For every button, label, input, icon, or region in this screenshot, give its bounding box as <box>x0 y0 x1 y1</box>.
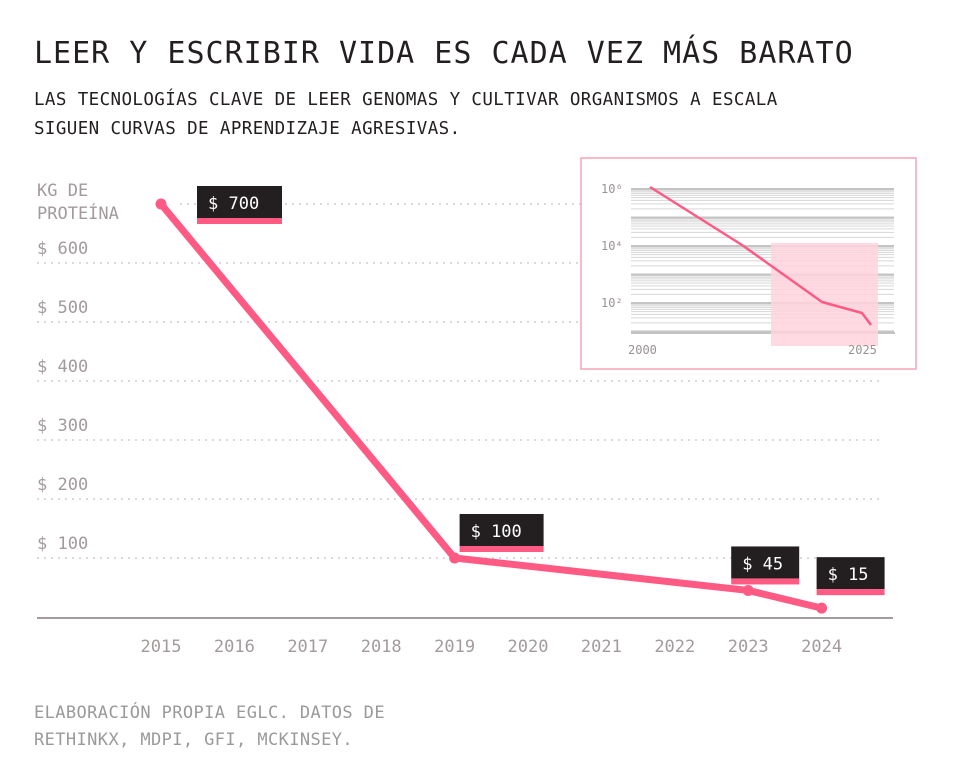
x-tick-label: 2015 <box>141 637 182 657</box>
y-tick-label: $ 300 <box>37 416 88 436</box>
y-tick-label: $ 200 <box>37 475 88 495</box>
inset-y-tick-label: 10² <box>601 296 623 310</box>
data-labels: $ 700 $ 100 $ 45 $ 15 <box>197 186 885 596</box>
data-label-underline <box>459 546 544 552</box>
inset-price-line <box>649 185 872 326</box>
data-label: $ 100 <box>459 514 544 552</box>
x-tick-label: 2016 <box>214 637 255 657</box>
data-label-underline <box>816 589 885 596</box>
inset-highlight <box>771 243 878 346</box>
data-point <box>155 198 167 210</box>
inset-series-line <box>649 185 872 326</box>
subtitle-line-2: SIGUEN CURVAS DE APRENDIZAJE AGRESIVAS. <box>34 119 461 139</box>
y-tick-label: $ 400 <box>37 357 88 377</box>
data-label: $ 15 <box>816 557 885 596</box>
data-label-text: $ 100 <box>471 522 522 542</box>
y-axis: $ 100 $ 200 $ 300 $ 400 $ 500 $ 600 KG DEPROTE… <box>37 181 119 554</box>
data-label: $ 45 <box>731 546 800 585</box>
inset-ticks: 10⁶ 10⁴ 10² 2000 2025 <box>601 182 877 357</box>
data-label-underline <box>197 218 282 224</box>
x-tick-label: 2021 <box>581 637 622 657</box>
data-label-text: $ 45 <box>742 554 783 574</box>
chart-title: LEER Y ESCRIBIR VIDA ES CADA VEZ MÁS BAR… <box>34 36 854 71</box>
x-tick-label: 2024 <box>801 637 842 657</box>
data-label-box <box>197 186 282 218</box>
inset-x-tick-label: 2000 <box>628 343 657 357</box>
price-line <box>157 200 826 612</box>
inset-highlight-region <box>771 243 878 346</box>
data-label: $ 700 <box>197 186 282 224</box>
x-tick-label: 2017 <box>287 637 328 657</box>
inset-y-tick-label: 10⁴ <box>601 239 623 253</box>
data-label-text: $ 15 <box>828 565 869 585</box>
data-label-box <box>731 546 800 579</box>
data-point <box>816 602 828 614</box>
x-tick-label: 2018 <box>361 637 402 657</box>
data-label-text: $ 700 <box>208 194 259 214</box>
subtitle-line-1: LAS TECNOLOGÍAS CLAVE DE LEER GENOMAS Y … <box>34 90 778 110</box>
y-axis-title: PROTEÍNA <box>37 202 119 224</box>
data-label-underline <box>731 578 800 585</box>
inset-x-tick-label: 2025 <box>848 343 877 357</box>
data-label-box <box>816 557 885 590</box>
y-axis-title: KG DE <box>37 181 88 201</box>
x-tick-label: 2023 <box>728 637 769 657</box>
source-line-1: ELABORACIÓN PROPIA EGLC. DATOS DE <box>34 703 385 723</box>
y-tick-label: $ 600 <box>37 239 88 259</box>
chart-subtitle: LAS TECNOLOGÍAS CLAVE DE LEER GENOMAS Y … <box>34 86 778 144</box>
x-tick-label: 2019 <box>434 637 475 657</box>
source-note: ELABORACIÓN PROPIA EGLC. DATOS DE RETHIN… <box>34 700 385 754</box>
y-tick-label: $ 500 <box>37 298 88 318</box>
source-line-2: RETHINKX, MDPI, GFI, MCKINSEY. <box>34 730 354 750</box>
y-tick-label: $ 100 <box>37 534 88 554</box>
gridlines <box>37 203 880 559</box>
inset-y-tick-label: 10⁶ <box>601 182 623 196</box>
data-label-box <box>459 514 544 546</box>
data-point <box>742 584 754 596</box>
x-tick-label: 2020 <box>508 637 549 657</box>
series-line <box>155 198 828 614</box>
x-tick-label: 2022 <box>654 637 695 657</box>
x-axis: 2015 2016 2017 2018 2019 2020 2021 2022 2023 2024 <box>141 637 843 657</box>
data-point <box>449 552 461 564</box>
